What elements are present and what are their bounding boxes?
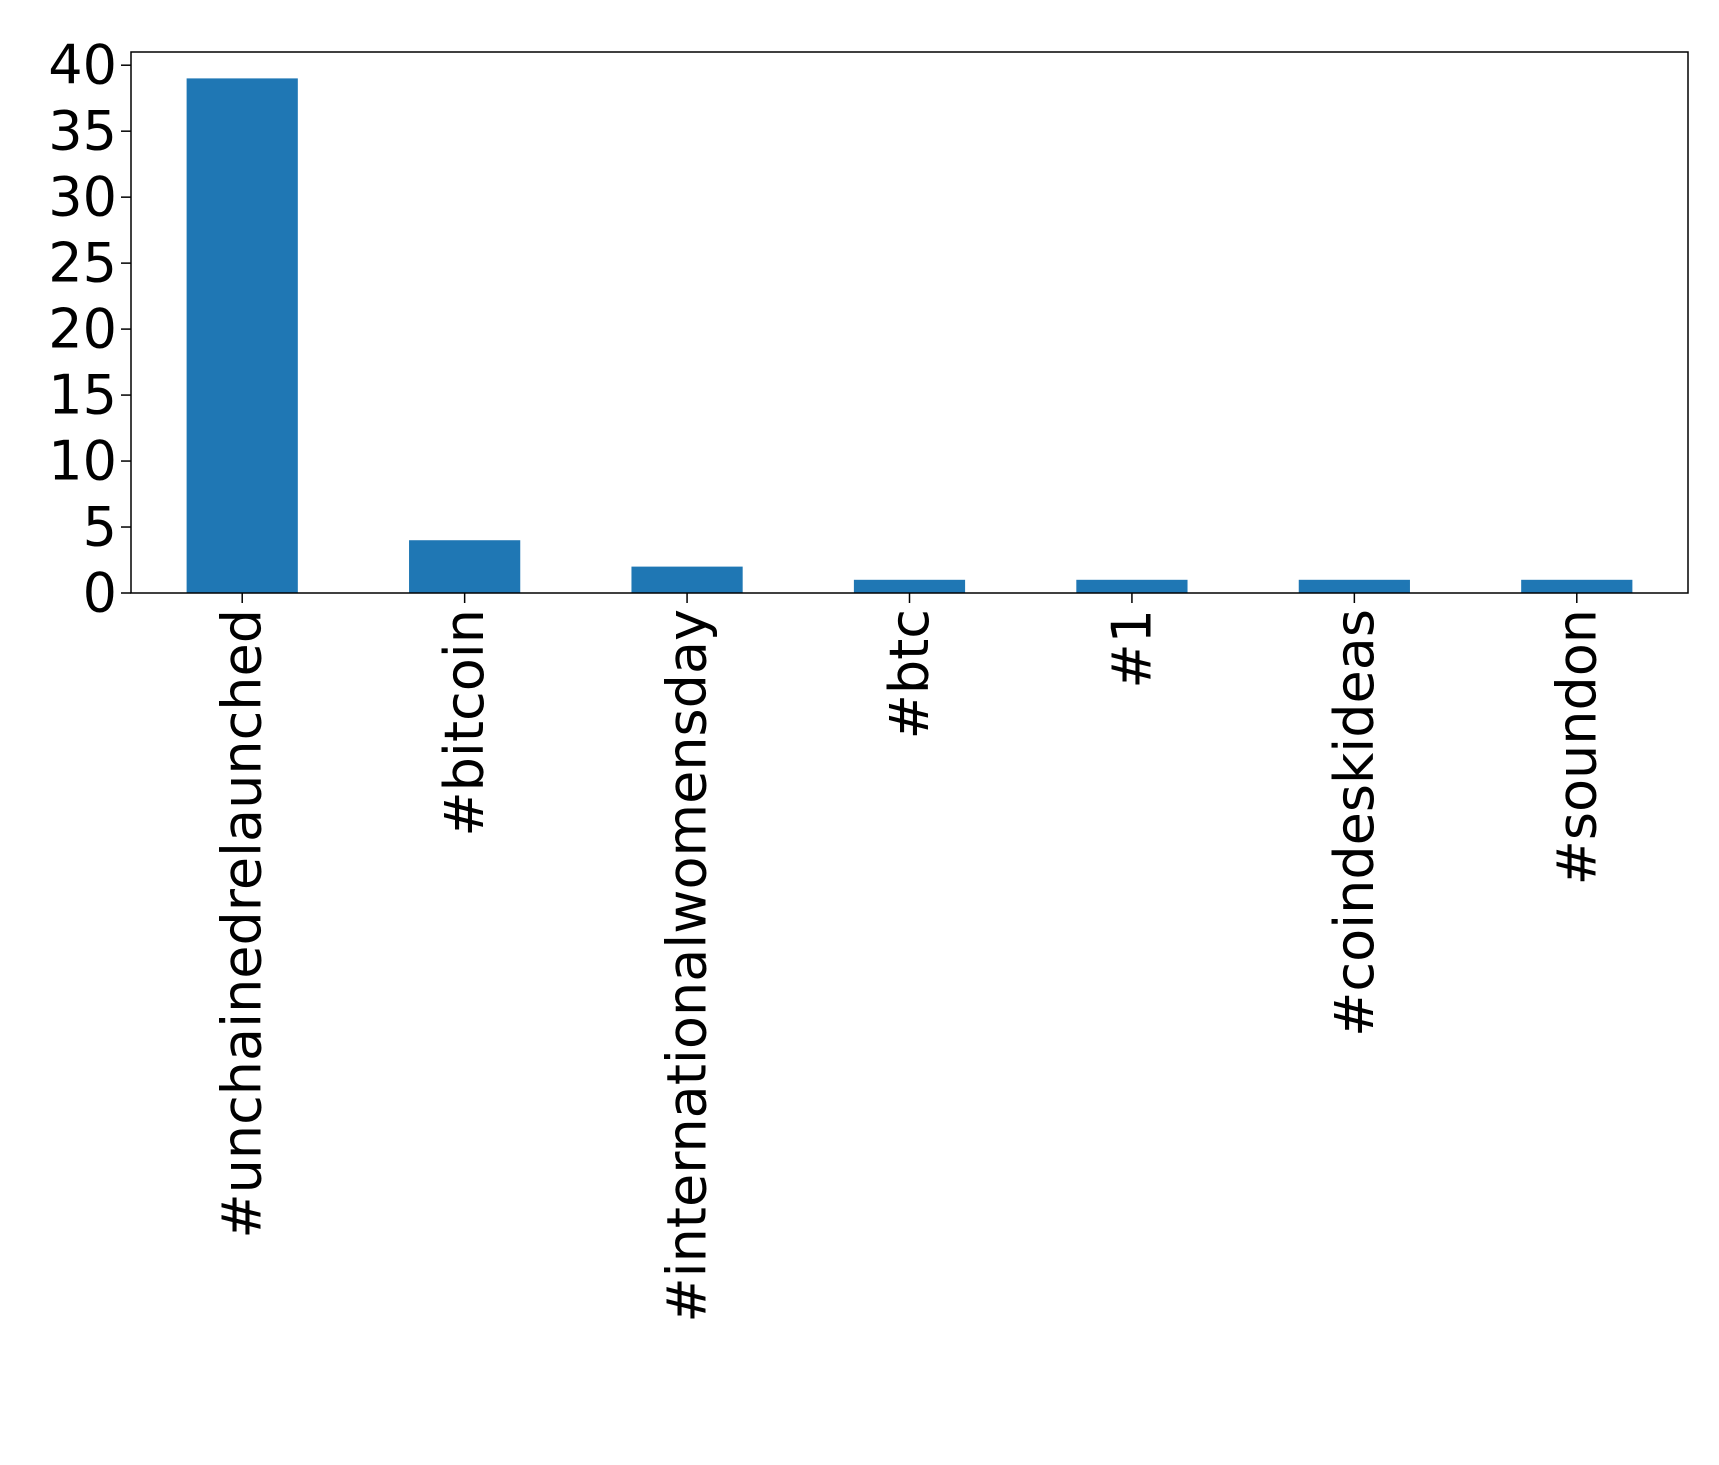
bar-btc [853, 579, 966, 593]
y-tick-label: 30 [48, 166, 117, 229]
y-tick-label: 35 [48, 100, 117, 163]
plot-area-frame [130, 51, 1689, 594]
bars-group [186, 78, 1633, 593]
y-tick-label: 0 [83, 562, 117, 625]
y-tick-label: 40 [48, 34, 117, 97]
x-tick-label-internationalwomensday: #internationalwomensday [656, 609, 719, 1323]
x-tick-label-bitcoin: #bitcoin [433, 609, 496, 837]
bar-internationalwomensday [631, 566, 743, 593]
x-tick-label-soundon: #soundon [1545, 609, 1608, 885]
y-tick-label: 10 [48, 430, 117, 493]
x-tick-label-btc: #btc [878, 609, 941, 739]
x-axis: #unchainedrelaunched #bitcoin #internation… [211, 593, 1608, 1323]
y-tick-label: 25 [48, 232, 117, 295]
y-tick-label: 5 [83, 496, 117, 559]
bar-1 [1076, 579, 1188, 593]
x-tick-label-coindeskideas: #coindeskideas [1323, 609, 1386, 1037]
bar-soundon [1521, 579, 1633, 593]
y-tick-label: 15 [48, 364, 117, 427]
bar-coindeskideas [1298, 579, 1410, 593]
y-tick-label: 20 [48, 298, 117, 361]
x-tick-label-1: #1 [1100, 609, 1163, 689]
bar-bitcoin [409, 540, 521, 593]
bar-unchainedrelaunched [186, 78, 298, 593]
x-tick-label-unchainedrelaunched: #unchainedrelaunched [211, 609, 274, 1239]
